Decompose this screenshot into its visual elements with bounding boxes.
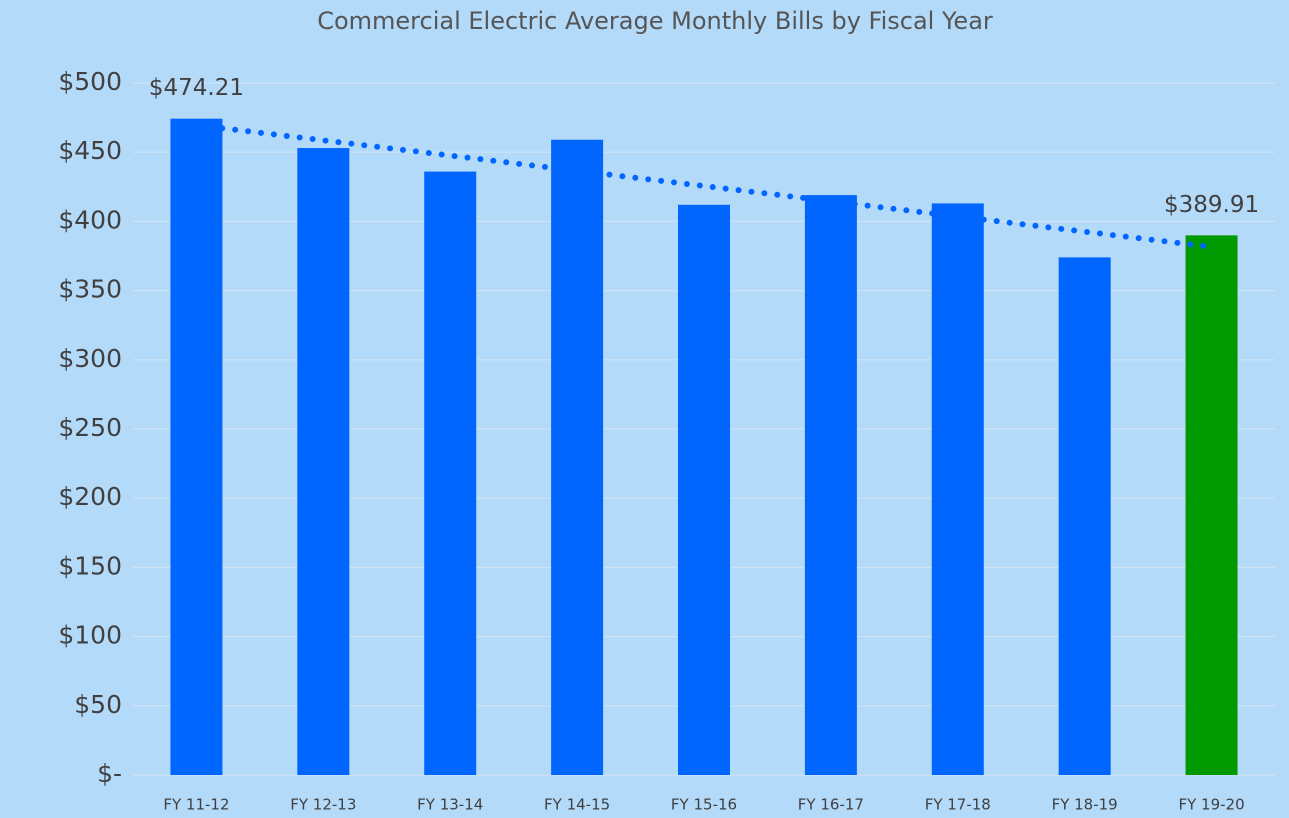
x-tick-label: FY 16-17 bbox=[798, 796, 864, 814]
y-tick-label: $150 bbox=[58, 551, 122, 580]
x-tick-label: FY 18-19 bbox=[1052, 796, 1118, 814]
y-tick-label: $200 bbox=[58, 482, 122, 511]
bar bbox=[170, 118, 223, 775]
x-tick-label: FY 17-18 bbox=[925, 796, 991, 814]
y-tick-label: $100 bbox=[58, 621, 122, 650]
bar bbox=[678, 204, 730, 776]
bar bbox=[551, 139, 604, 775]
data-label: $389.91 bbox=[1164, 192, 1259, 218]
x-tick-label: FY 19-20 bbox=[1178, 796, 1244, 814]
bar bbox=[424, 171, 477, 776]
bar bbox=[1058, 257, 1111, 775]
y-tick-label: $250 bbox=[58, 413, 122, 442]
bar bbox=[1185, 235, 1238, 775]
trendline bbox=[193, 122, 1215, 250]
bar bbox=[804, 195, 857, 775]
y-tick-label: $350 bbox=[58, 275, 122, 304]
x-tick-label: FY 11-12 bbox=[163, 796, 229, 814]
y-tick-label: $500 bbox=[58, 67, 122, 96]
x-tick-label: FY 12-13 bbox=[290, 796, 356, 814]
bar bbox=[931, 203, 984, 775]
x-tick-label: FY 13-14 bbox=[417, 796, 483, 814]
x-tick-label: FY 14-15 bbox=[544, 796, 610, 814]
data-label: $474.21 bbox=[149, 75, 244, 101]
bar bbox=[297, 148, 350, 776]
chart-title: Commercial Electric Average Monthly Bill… bbox=[317, 7, 993, 35]
y-tick-label: $300 bbox=[58, 344, 122, 373]
y-tick-label: $50 bbox=[74, 690, 122, 719]
y-tick-label: $400 bbox=[58, 205, 122, 234]
y-tick-label: $450 bbox=[58, 136, 122, 165]
y-tick-label: $- bbox=[97, 759, 122, 788]
x-tick-label: FY 15-16 bbox=[671, 796, 737, 814]
